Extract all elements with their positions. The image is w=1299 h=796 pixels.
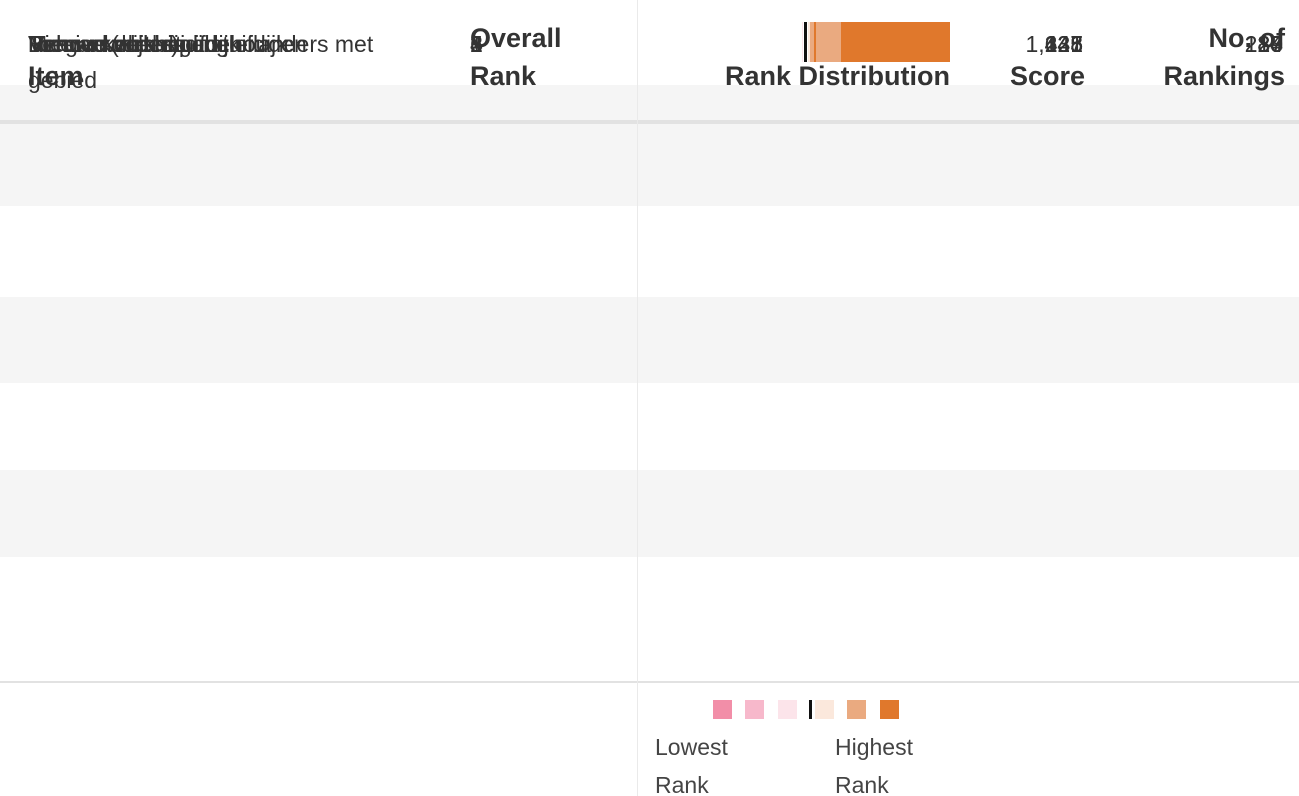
legend-highest: Highest Rank [835,734,913,796]
item-cell: Vernieuwde binding eilanders met gebied [28,31,374,93]
legend-swatch [880,700,899,719]
table-row: Meer excursies 5 145 37 [0,22,1299,470]
item-cell: Toegankelijkheid behouden [28,31,307,57]
header-border [0,120,1299,124]
rank-cell: 3 [470,31,483,57]
header-score: Score [1009,61,1085,91]
rank-cell: 6 [470,31,483,57]
legend-swatch [713,700,732,719]
legend-swatch [745,700,764,719]
legend-swatch [815,700,834,719]
header-item: Item [28,61,84,91]
score-cell: 135 [1044,31,1083,57]
legend-lowest: Lowest Rank [655,734,728,796]
score-cell: 421 [1044,31,1083,57]
item-cell: Behoud volledige stuifdijk [28,31,288,57]
legend-divider [809,700,812,719]
distribution-segment [809,22,814,62]
distribution-segment [808,22,810,62]
rankings-cell: 30 [1257,31,1283,57]
legend-swatch [778,700,797,719]
rankings-cell: 37 [1257,31,1283,57]
rank-cell: 1 [470,31,483,57]
legend-swatch [847,700,866,719]
table-border [0,681,1299,683]
score-cell: 145 [1044,31,1083,57]
score-cell: 445 [1044,31,1083,57]
column-separator [637,0,638,796]
rank-cell: 5 [470,31,483,57]
distribution-segment [801,22,803,62]
distribution-segment [813,22,816,62]
score-cell: 1,228 [1025,31,1083,57]
rank-cell: 4 [470,31,483,57]
rankings-cell: 84 [1257,31,1283,57]
rankings-cell: 87 [1257,31,1283,57]
item-cell: Behoud deel stuifdijk [28,31,241,57]
item-cell: Meer excursies [28,31,184,57]
rankings-cell: 123 [1244,31,1283,57]
score-cell: 647 [1044,31,1083,57]
distribution-divider [804,22,807,62]
table-row: Behoud volledige stuifdijk 3 445 87 [0,22,1299,297]
rankings-cell: 219 [1244,31,1283,57]
header-distribution: Rank Distribution [724,61,950,91]
header-rank: Overall Rank [470,23,562,91]
rank-cell: 2 [470,31,483,57]
distribution-segment [841,22,863,62]
item-cell: Nieuwe (ruiter)paden [28,31,243,57]
header-rankings: No. of Rankings [1163,23,1285,91]
